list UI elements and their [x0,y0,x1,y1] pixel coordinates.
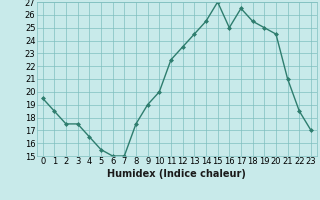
X-axis label: Humidex (Indice chaleur): Humidex (Indice chaleur) [108,169,246,179]
